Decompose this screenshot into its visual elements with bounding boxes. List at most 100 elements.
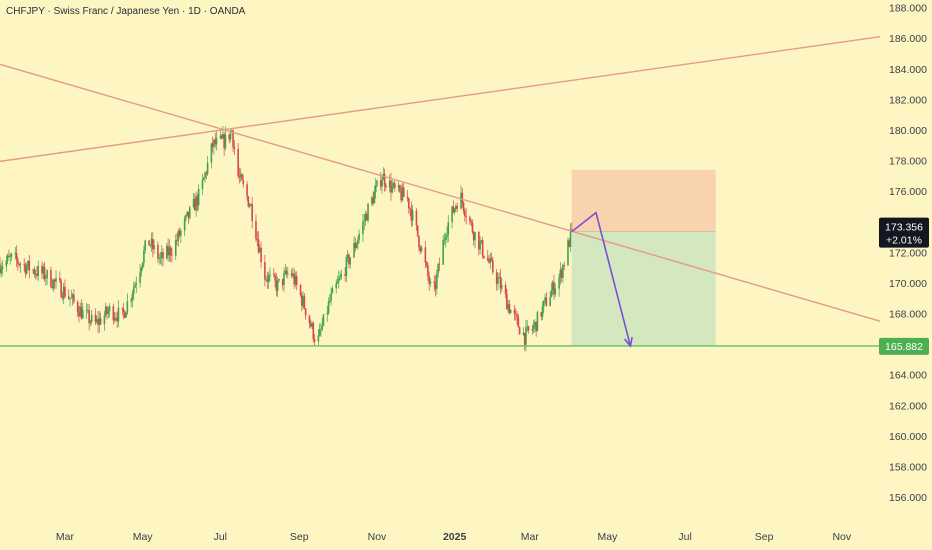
ascending-trendline[interactable]: [0, 36, 881, 165]
candle-up: [81, 310, 84, 319]
candle-down: [553, 282, 555, 295]
candle-up: [357, 239, 359, 245]
price-tick-label: 180.000: [889, 125, 927, 137]
candle-down: [516, 314, 518, 318]
price-axis: 156.000158.000160.000162.000164.000166.0…: [889, 3, 927, 504]
candle-down: [419, 247, 422, 252]
candle-up: [130, 299, 132, 302]
descending-trendline[interactable]: [0, 57, 881, 322]
candle-up: [204, 172, 206, 178]
candle-down: [0, 264, 1, 273]
candle-down: [162, 252, 164, 259]
candle-down: [488, 260, 490, 263]
candle-down: [410, 209, 413, 221]
candle-down: [116, 317, 118, 322]
candle-up: [337, 278, 340, 282]
candle-down: [495, 272, 498, 284]
candle-down: [428, 276, 430, 284]
candle-up: [335, 283, 338, 289]
candle-up: [311, 323, 313, 327]
candle-up: [371, 197, 373, 204]
candle-up: [202, 177, 205, 180]
candle-down: [157, 244, 159, 259]
candle-up: [542, 300, 545, 307]
candle-up: [392, 183, 395, 187]
price-tick-label: 162.000: [889, 400, 927, 412]
price-tick-label: 168.000: [889, 309, 927, 321]
candle-up: [460, 192, 462, 209]
candle-up: [534, 321, 536, 326]
candle-up: [134, 284, 136, 288]
candle-down: [344, 274, 346, 276]
candle-down: [228, 134, 231, 140]
candle-down: [295, 276, 298, 286]
reward-zone[interactable]: [571, 231, 716, 346]
candle-up: [177, 230, 180, 241]
candle-down: [527, 326, 530, 331]
candle-down: [266, 279, 269, 282]
candle-up: [451, 206, 453, 223]
candle-up: [19, 264, 22, 266]
candle-up: [213, 139, 215, 147]
price-tick-label: 164.000: [889, 370, 927, 382]
candle-down: [53, 279, 56, 282]
candle-down: [275, 280, 278, 291]
candle-down: [372, 197, 374, 204]
candle-down: [148, 240, 150, 246]
candle-down: [504, 285, 507, 294]
candle-down: [517, 317, 520, 328]
candle-up: [188, 207, 191, 218]
projection-path[interactable]: [571, 211, 632, 347]
candle-up: [55, 277, 57, 282]
candle-up: [489, 258, 492, 263]
candle-down: [513, 309, 516, 314]
candle-up: [531, 328, 534, 331]
candle-up: [331, 288, 334, 294]
candle-up: [326, 313, 329, 315]
candle-up: [346, 254, 349, 258]
candle-up: [562, 264, 564, 278]
candle-down: [523, 332, 526, 345]
candle-down: [434, 283, 437, 289]
candle-down: [43, 266, 46, 279]
candle-down: [223, 134, 225, 149]
candle-down: [540, 312, 543, 317]
price-tick-label: 160.000: [889, 431, 927, 443]
time-axis: Mar May Jul Sep Nov 2025 Mar May Jul Sep Nov: [56, 531, 852, 543]
candle-down: [28, 260, 31, 271]
candle-down: [383, 173, 386, 186]
candle-down: [106, 306, 108, 314]
risk-zone[interactable]: [571, 169, 716, 232]
candle-down: [51, 286, 54, 289]
candle-down: [492, 260, 494, 273]
candle-up: [248, 205, 251, 207]
candle-up: [113, 317, 116, 321]
trendlines: [0, 36, 882, 347]
candle-up: [336, 281, 339, 284]
candle-up: [85, 310, 88, 312]
time-tick-label: Sep: [290, 531, 309, 543]
price-tick-label: 182.000: [889, 94, 927, 106]
candle-down: [274, 274, 276, 281]
candle-up: [267, 275, 270, 282]
candle-down: [241, 174, 243, 180]
candle-down: [309, 323, 312, 327]
candle-up: [550, 290, 553, 298]
time-tick-label: Jul: [214, 531, 227, 543]
candle-up: [500, 285, 503, 289]
candle-down: [88, 310, 90, 324]
candle-up: [265, 279, 267, 281]
price-tick-label: 158.000: [889, 461, 927, 473]
candle-down: [304, 308, 307, 316]
candle-up: [125, 313, 127, 318]
time-tick-label: Sep: [755, 531, 774, 543]
candle-up: [117, 307, 120, 322]
candle-up: [166, 245, 168, 259]
support-price-tag: [879, 337, 929, 355]
price-tags: 173.356+2.01% 165.882: [879, 217, 929, 355]
candle-up: [345, 257, 348, 276]
candles: [0, 126, 573, 352]
time-tick-label: 2025: [443, 531, 467, 543]
